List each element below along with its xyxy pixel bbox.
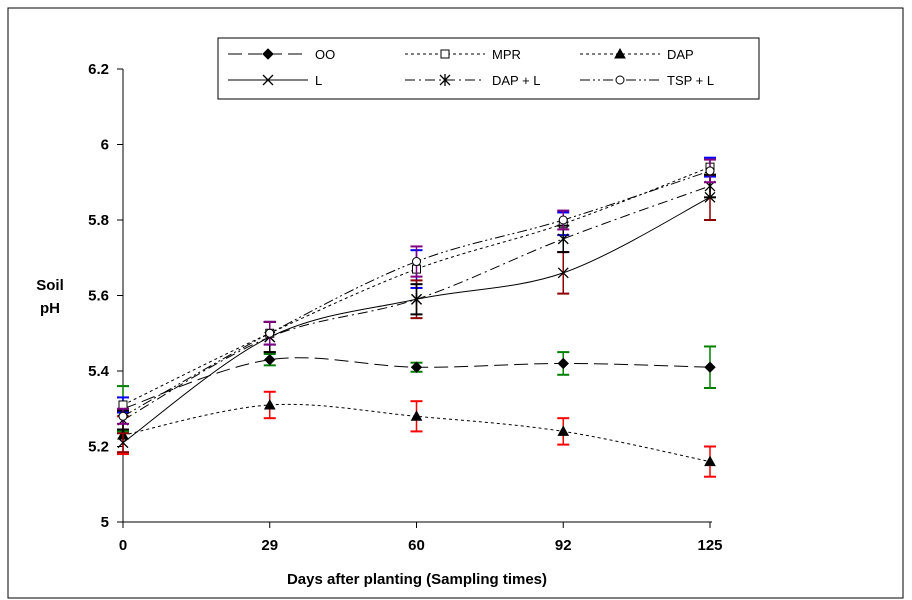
legend-entry: TSP + L [580, 73, 714, 88]
x-tick-label: 60 [408, 537, 425, 554]
legend-marker [262, 74, 274, 86]
legend-entry: DAP [580, 47, 694, 62]
x-tick-label: 125 [697, 537, 722, 554]
y-axis-title-line-2: pH [40, 300, 60, 317]
legend-entry: MPR [405, 47, 521, 62]
legend-label: L [315, 73, 322, 88]
data-point [557, 357, 569, 370]
legend-label: OO [315, 47, 335, 62]
y-tick-label: 5.8 [88, 212, 109, 229]
y-tick-label: 6.2 [88, 61, 109, 78]
y-axis-title-line-1: Soil [36, 277, 64, 294]
data-point [265, 328, 275, 338]
legend-marker [615, 75, 625, 85]
data-point [264, 353, 276, 366]
legend-entry: L [228, 73, 322, 88]
data-point [412, 257, 421, 267]
data-point [118, 411, 128, 421]
legend-label: DAP + L [492, 73, 541, 88]
data-point [705, 166, 715, 176]
legend: OO MPR DAP L DAP + L TSP + L [217, 37, 760, 100]
y-tick-label: 5 [101, 514, 109, 531]
legend-marker [440, 49, 450, 59]
data-point [557, 425, 570, 436]
legend-entry: DAP + L [405, 73, 541, 88]
data-point [263, 398, 276, 410]
x-axis-title: Days after planting (Sampling times) [287, 571, 547, 588]
data-point [411, 293, 422, 306]
legend-label: DAP [667, 47, 694, 62]
legend-marker [614, 47, 626, 59]
data-point [557, 232, 569, 245]
legend-label: MPR [492, 47, 521, 62]
data-point [410, 410, 423, 421]
data-point [410, 361, 423, 373]
data-point [557, 267, 569, 279]
legend-marker [262, 48, 274, 60]
series-tsp-l [117, 158, 716, 425]
x-tick-label: 0 [119, 537, 127, 554]
x-tick-label: 29 [261, 537, 278, 554]
x-tick-label: 92 [555, 537, 572, 554]
legend-box [217, 37, 760, 100]
series-line [122, 166, 711, 406]
series-group [117, 156, 716, 478]
y-tick-label: 6 [101, 137, 109, 154]
data-point [117, 437, 129, 449]
legend-entry: OO [228, 47, 335, 62]
data-point [704, 361, 716, 373]
legend-marker [439, 74, 451, 86]
data-point [704, 455, 716, 467]
y-tick-label: 5.2 [88, 439, 109, 456]
y-tick-label: 5.6 [88, 288, 109, 305]
series-line [122, 170, 711, 417]
data-point [558, 215, 568, 225]
legend-label: TSP + L [667, 73, 714, 88]
chart-frame [7, 7, 904, 599]
y-tick-label: 5.4 [88, 363, 110, 380]
